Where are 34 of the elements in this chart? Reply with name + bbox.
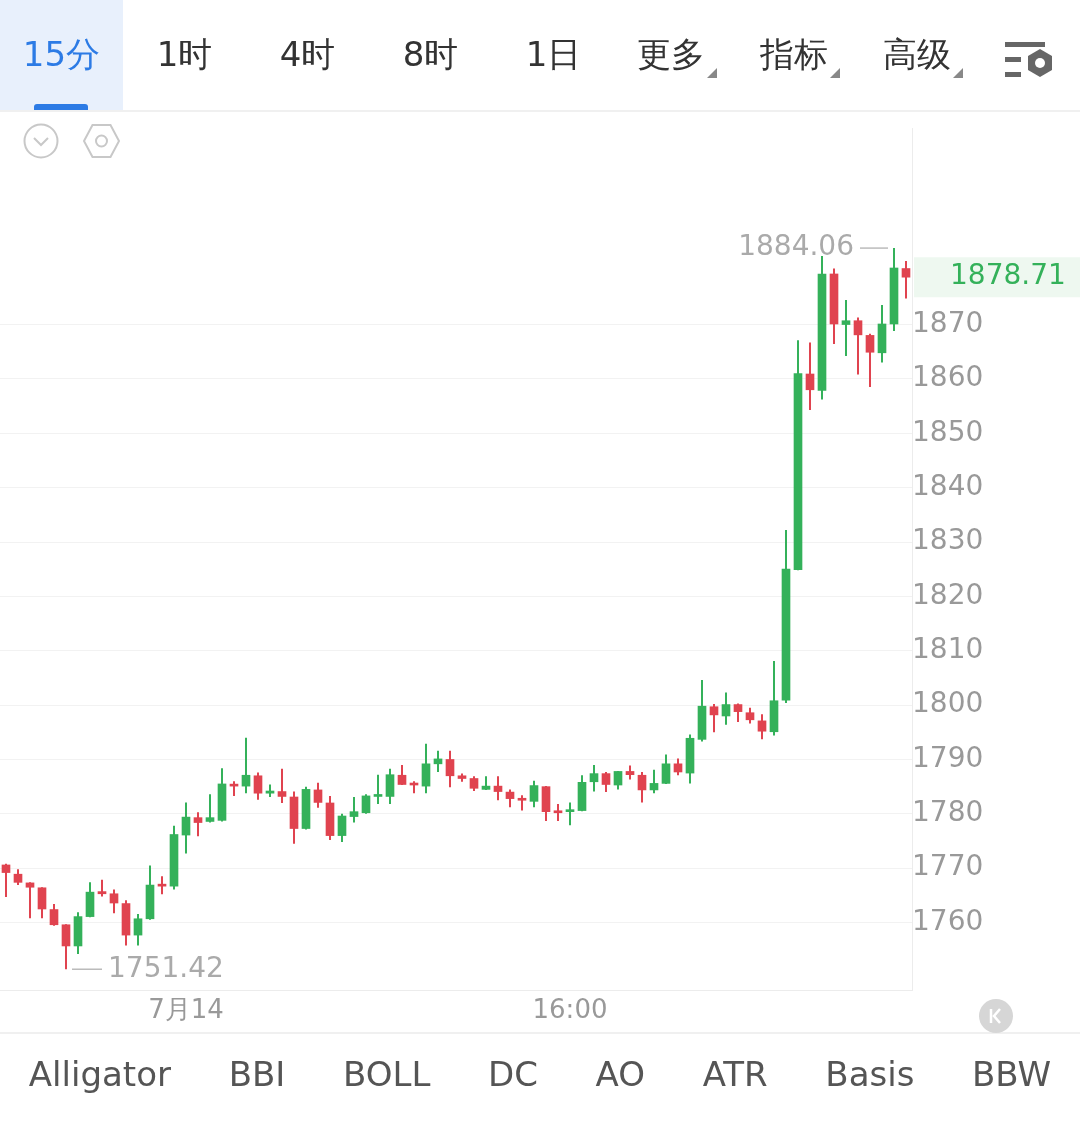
text: 1时 bbox=[156, 33, 213, 76]
y-tick-label: 1780 bbox=[912, 795, 984, 829]
text: AO bbox=[595, 1054, 646, 1094]
text: 8时 bbox=[402, 33, 459, 76]
text: DC bbox=[488, 1054, 538, 1094]
y-tick-label: 1800 bbox=[912, 686, 984, 720]
text: BBI bbox=[228, 1054, 286, 1094]
y-tick-label: 1870 bbox=[912, 305, 984, 339]
y-tick-label: 1860 bbox=[912, 360, 984, 394]
y-tick-label: 1790 bbox=[912, 740, 984, 774]
y-tick-label: 1770 bbox=[912, 849, 984, 883]
y-tick-label: 1830 bbox=[912, 523, 984, 557]
text: 15分 bbox=[22, 33, 101, 76]
text: 4时 bbox=[279, 33, 336, 76]
text: 高级 bbox=[882, 33, 951, 76]
annotation: 1884.06 bbox=[738, 229, 854, 263]
y-tick-label: 1850 bbox=[912, 414, 984, 448]
text: 1878.71 bbox=[950, 258, 1066, 292]
y-tick-label: 1820 bbox=[912, 577, 984, 611]
x-tick-label: 7月14 bbox=[148, 994, 224, 1025]
x-tick-label: 16:00 bbox=[532, 994, 608, 1025]
y-tick-label: 1840 bbox=[912, 468, 984, 502]
text: Alligator bbox=[28, 1054, 171, 1094]
text: 指标 bbox=[759, 33, 828, 76]
text: ATR bbox=[702, 1054, 768, 1094]
text: BOLL bbox=[342, 1054, 431, 1094]
text: BBW bbox=[972, 1054, 1052, 1094]
annotation: 1751.42 bbox=[108, 950, 224, 984]
candlestick bbox=[841, 300, 851, 357]
y-tick-label: 1760 bbox=[912, 903, 984, 937]
text: Basis bbox=[825, 1054, 915, 1094]
text: 更多 bbox=[636, 33, 705, 76]
y-tick-label: 1810 bbox=[912, 632, 984, 666]
text: 1日 bbox=[525, 33, 582, 76]
